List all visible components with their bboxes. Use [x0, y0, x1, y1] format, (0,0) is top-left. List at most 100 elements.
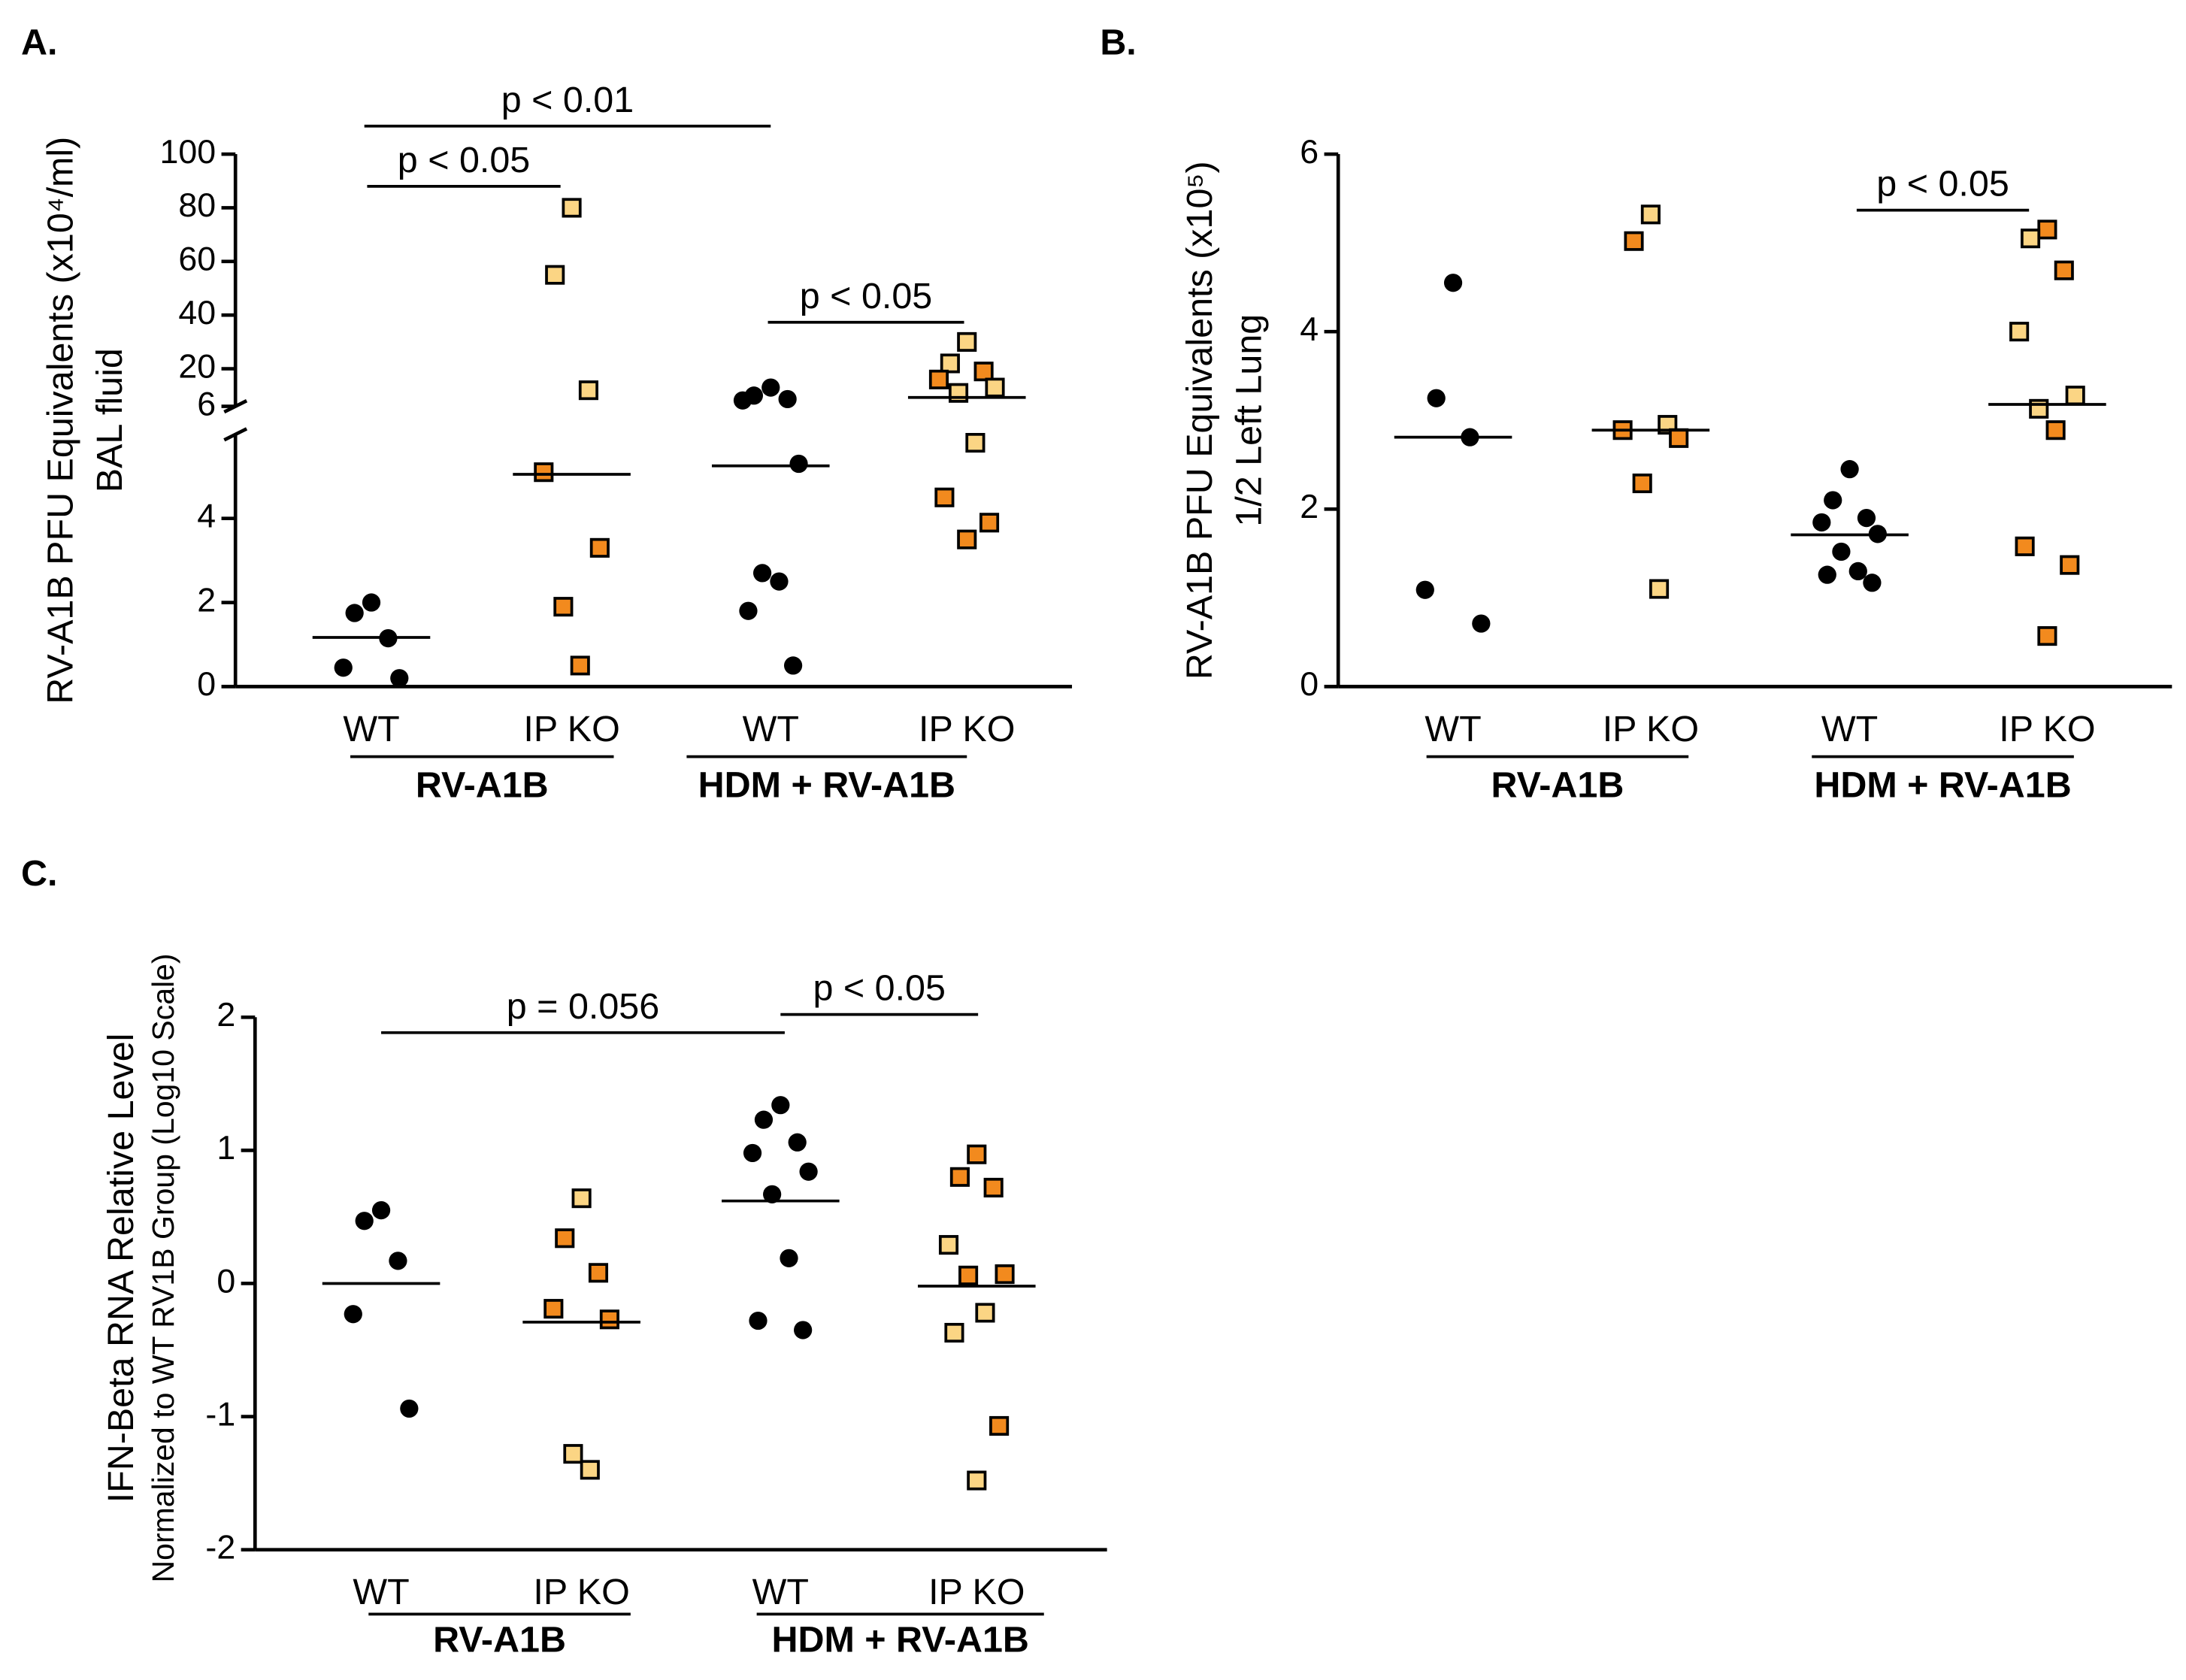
data-point	[345, 604, 364, 622]
x-tick-label: IP KO	[1603, 709, 1699, 749]
data-point	[770, 572, 789, 591]
data-point	[989, 1415, 1010, 1436]
data-point	[1824, 491, 1842, 510]
x-tick-label: IP KO	[523, 709, 619, 749]
data-point	[789, 454, 808, 474]
x-tick-label: IP KO	[928, 1572, 1025, 1612]
y-tick-label: 6	[1300, 134, 1319, 171]
y-tick-label: 2	[1300, 489, 1319, 525]
data-point	[934, 487, 955, 507]
group-label: HDM + RV-A1B	[771, 1619, 1028, 1660]
data-point	[2054, 260, 2074, 280]
group-label: RV-A1B	[1491, 764, 1624, 805]
data-point	[589, 537, 610, 558]
panel-label: B.	[1100, 22, 1136, 62]
data-point	[578, 380, 598, 401]
data-point	[761, 378, 780, 397]
data-point	[1857, 508, 1876, 528]
y-tick-label: 4	[1300, 311, 1319, 348]
significance-label: p < 0.05	[813, 968, 945, 1009]
y-axis-label: RV-A1B PFU Equivalents (x10⁴/ml)	[41, 137, 81, 704]
data-point	[778, 389, 797, 409]
data-point	[553, 597, 574, 617]
y-tick-label: 6	[197, 386, 216, 422]
data-point	[2021, 229, 2041, 249]
data-point	[2029, 398, 2049, 419]
data-point	[794, 1321, 813, 1339]
x-tick-label: IP KO	[1999, 709, 2095, 749]
data-point	[400, 1399, 419, 1418]
significance-label: p = 0.056	[507, 986, 659, 1027]
data-point	[1863, 574, 1882, 592]
data-point	[1649, 579, 1670, 599]
data-point	[362, 593, 381, 612]
data-point	[1669, 428, 1689, 448]
data-point	[949, 1167, 970, 1187]
data-point	[1640, 204, 1661, 225]
data-point	[588, 1263, 609, 1283]
data-point	[928, 369, 949, 389]
group-label: RV-A1B	[433, 1619, 566, 1660]
axis-break	[223, 427, 248, 442]
data-point	[985, 377, 1005, 398]
data-point	[940, 353, 960, 374]
data-point	[944, 1322, 964, 1343]
x-tick-label: IP KO	[919, 709, 1015, 749]
data-point	[2045, 420, 2066, 440]
data-point	[975, 1303, 995, 1323]
data-point	[783, 656, 803, 675]
y-tick-label: 2	[216, 997, 235, 1034]
x-tick-label: WT	[752, 1572, 809, 1612]
x-tick-label: WT	[1425, 709, 1481, 749]
x-tick-label: WT	[353, 1572, 409, 1612]
data-point	[571, 1188, 592, 1209]
data-point	[1848, 562, 1867, 581]
data-point	[1840, 460, 1859, 479]
y-axis-label: 1/2 Left Lung	[1228, 314, 1269, 527]
data-point	[749, 1311, 768, 1330]
data-point	[1415, 580, 1434, 599]
y-tick-label: 20	[178, 348, 216, 385]
x-tick-label: IP KO	[533, 1572, 629, 1612]
data-point	[1624, 231, 1644, 251]
data-point	[562, 198, 582, 218]
panel-label: A.	[21, 22, 57, 62]
y-tick-label: -1	[205, 1396, 235, 1433]
data-point	[2037, 626, 2057, 646]
data-point	[1443, 274, 1463, 292]
data-point	[2015, 536, 2035, 556]
y-axis-label: BAL fluid	[89, 348, 130, 492]
y-tick-label: 0	[1300, 666, 1319, 703]
data-point	[957, 529, 977, 549]
y-axis-label: RV-A1B PFU Equivalents (x10⁵)	[1179, 161, 1220, 680]
data-point	[754, 1110, 774, 1129]
data-point	[752, 564, 772, 583]
data-point	[543, 1299, 564, 1319]
data-point	[334, 658, 353, 677]
y-tick-label: 100	[159, 134, 216, 171]
axis-break	[223, 399, 248, 414]
data-point	[1812, 513, 1831, 532]
data-point	[967, 1144, 987, 1164]
y-tick-label: 60	[178, 241, 216, 278]
data-point	[763, 1185, 782, 1203]
x-tick-label: WT	[743, 709, 799, 749]
data-point	[983, 1177, 1004, 1198]
data-point	[2037, 219, 2057, 240]
data-point	[743, 1143, 762, 1163]
data-point	[979, 513, 1000, 533]
data-point	[1472, 614, 1491, 633]
data-point	[771, 1096, 790, 1115]
y-tick-label: 4	[197, 498, 216, 535]
y-tick-label: 80	[178, 187, 216, 224]
y-tick-label: 40	[178, 295, 216, 331]
data-point	[344, 1305, 362, 1324]
data-point	[799, 1162, 818, 1181]
data-point	[355, 1212, 374, 1230]
y-tick-label: 0	[216, 1263, 235, 1300]
data-point	[390, 669, 409, 688]
y-tick-label: 2	[197, 582, 216, 619]
data-point	[1632, 473, 1652, 494]
y-tick-label: 1	[216, 1130, 235, 1167]
